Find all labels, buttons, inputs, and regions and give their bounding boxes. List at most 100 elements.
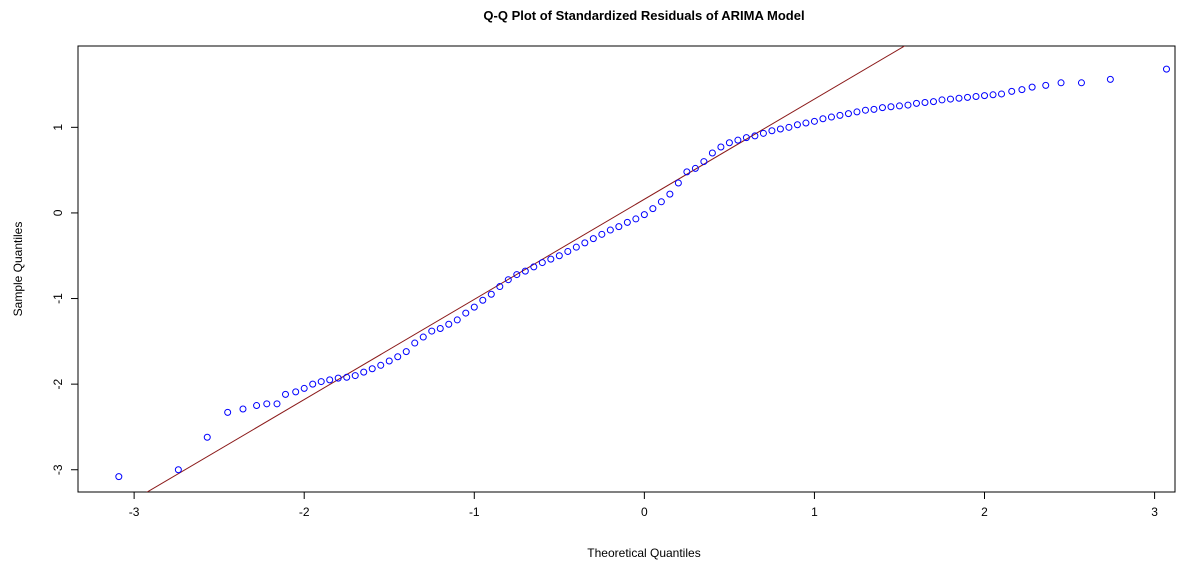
point xyxy=(253,402,261,410)
point xyxy=(836,111,844,119)
point xyxy=(428,327,436,335)
y-tick-label: -2 xyxy=(51,378,65,389)
x-tick-label: -2 xyxy=(299,505,310,519)
point xyxy=(1057,79,1065,87)
point xyxy=(691,164,699,172)
y-tick-label: 1 xyxy=(51,124,65,131)
point xyxy=(521,267,529,275)
point xyxy=(623,218,631,226)
point xyxy=(776,125,784,133)
point xyxy=(453,316,461,324)
point xyxy=(281,390,289,398)
point xyxy=(972,93,980,101)
point xyxy=(292,388,300,396)
point xyxy=(224,408,232,416)
point xyxy=(1042,81,1050,89)
point xyxy=(878,104,886,112)
point xyxy=(411,339,419,347)
point xyxy=(445,320,453,328)
point xyxy=(742,134,750,142)
point xyxy=(861,106,869,114)
x-axis-label: Theoretical Quantiles xyxy=(587,546,700,560)
point xyxy=(598,230,606,238)
point xyxy=(1018,86,1026,94)
point xyxy=(827,113,835,121)
point xyxy=(929,98,937,106)
y-tick-label: -3 xyxy=(51,464,65,475)
point xyxy=(904,101,912,109)
point xyxy=(912,99,920,107)
point xyxy=(853,108,861,116)
point xyxy=(203,433,211,441)
point xyxy=(632,215,640,223)
point xyxy=(351,372,359,380)
point xyxy=(981,92,989,100)
point xyxy=(725,139,733,147)
point xyxy=(989,91,997,99)
point xyxy=(360,368,368,376)
point xyxy=(513,271,521,279)
point xyxy=(810,117,818,125)
point xyxy=(1106,75,1114,83)
point xyxy=(1008,87,1016,95)
point xyxy=(504,276,512,284)
point xyxy=(887,103,895,111)
point xyxy=(700,158,708,166)
point xyxy=(326,376,334,384)
point xyxy=(555,252,563,260)
point xyxy=(998,90,1006,98)
point xyxy=(334,374,342,382)
point xyxy=(1077,79,1085,87)
point xyxy=(564,247,572,255)
point xyxy=(674,179,682,187)
point xyxy=(496,283,504,291)
point xyxy=(589,235,597,243)
point xyxy=(1162,65,1170,73)
point xyxy=(921,98,929,106)
point xyxy=(470,303,478,311)
x-tick-label: 3 xyxy=(1151,505,1158,519)
point xyxy=(946,95,954,103)
point xyxy=(394,353,402,361)
point xyxy=(419,333,427,341)
reference-line xyxy=(146,46,906,492)
y-axis-label: Sample Quantiles xyxy=(11,222,25,317)
point xyxy=(649,205,657,213)
point xyxy=(819,115,827,123)
point xyxy=(115,473,123,481)
point xyxy=(581,239,589,247)
point xyxy=(377,361,385,369)
point xyxy=(955,94,963,102)
point xyxy=(793,121,801,129)
point xyxy=(1028,83,1036,91)
point xyxy=(938,96,946,104)
point xyxy=(263,400,271,408)
x-tick-label: 0 xyxy=(641,505,648,519)
point xyxy=(530,263,538,271)
point xyxy=(844,110,852,118)
plot-box xyxy=(77,45,1176,493)
point xyxy=(487,290,495,298)
point xyxy=(785,123,793,131)
point xyxy=(683,168,691,176)
point xyxy=(759,129,767,137)
point xyxy=(870,105,878,113)
point xyxy=(895,102,903,110)
point xyxy=(462,309,470,317)
x-tick-label: -1 xyxy=(469,505,480,519)
point xyxy=(717,143,725,151)
y-tick-label: 0 xyxy=(51,209,65,216)
point xyxy=(239,405,247,413)
point xyxy=(317,378,325,386)
point xyxy=(402,348,410,356)
point xyxy=(273,400,281,408)
point xyxy=(615,223,623,231)
point xyxy=(547,255,555,263)
point xyxy=(768,127,776,135)
point xyxy=(666,190,674,198)
point xyxy=(572,243,580,251)
x-tick-label: -3 xyxy=(129,505,140,519)
point xyxy=(309,380,317,388)
x-tick-label: 2 xyxy=(981,505,988,519)
